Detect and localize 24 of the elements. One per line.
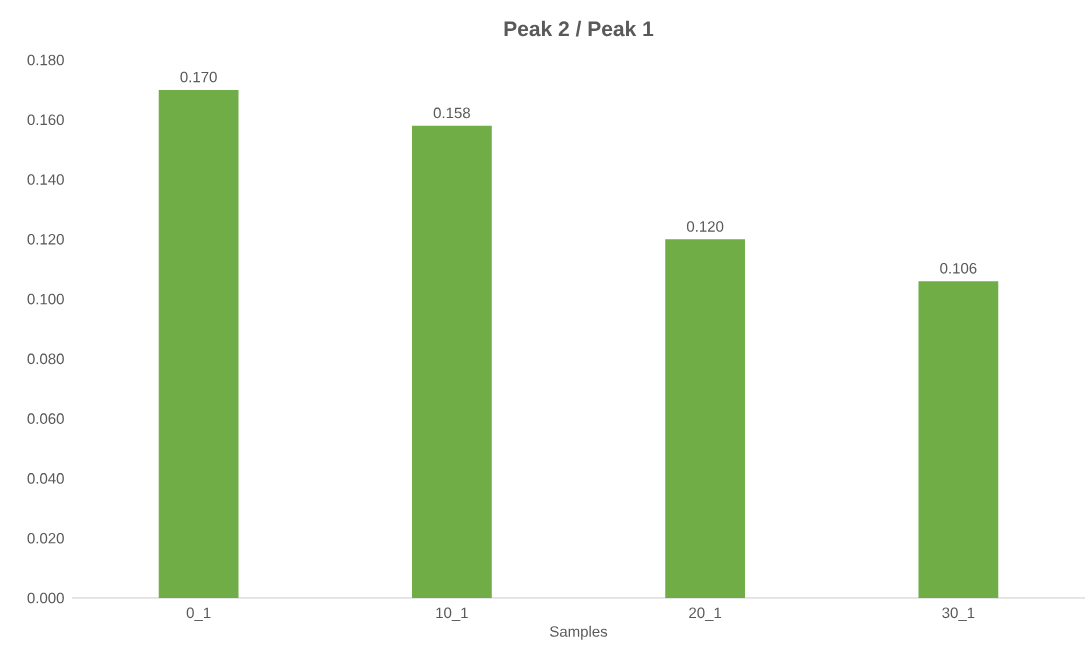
- bar: [918, 281, 999, 598]
- y-tick-label: 0.080: [27, 353, 64, 365]
- y-tick-label: 0.160: [27, 114, 64, 126]
- x-tick-label: 0_1: [186, 607, 211, 621]
- x-tick-label: 10_1: [436, 607, 468, 621]
- bar: [411, 125, 492, 598]
- data-label: 0.158: [433, 107, 470, 119]
- y-tick-label: 0.180: [27, 54, 64, 66]
- y-tick-label: 0.140: [27, 174, 64, 185]
- x-axis-title: Samples: [550, 625, 608, 640]
- y-tick-label: 0.000: [27, 592, 64, 604]
- chart-title: Peak 2 / Peak 1: [504, 20, 654, 37]
- x-tick-label: 30_1: [942, 607, 975, 621]
- data-label: 0.106: [940, 263, 977, 274]
- bar: [665, 239, 746, 598]
- y-tick-label: 0.020: [27, 532, 64, 544]
- y-tick-label: 0.100: [27, 293, 64, 305]
- x-tick-label: 20_1: [689, 607, 722, 621]
- data-label: 0.170: [180, 71, 217, 83]
- y-tick-label: 0.120: [27, 234, 64, 245]
- y-tick-label: 0.040: [27, 473, 64, 484]
- y-tick-label: 0.060: [27, 413, 64, 424]
- bar: [158, 89, 239, 598]
- data-label: 0.120: [686, 221, 724, 232]
